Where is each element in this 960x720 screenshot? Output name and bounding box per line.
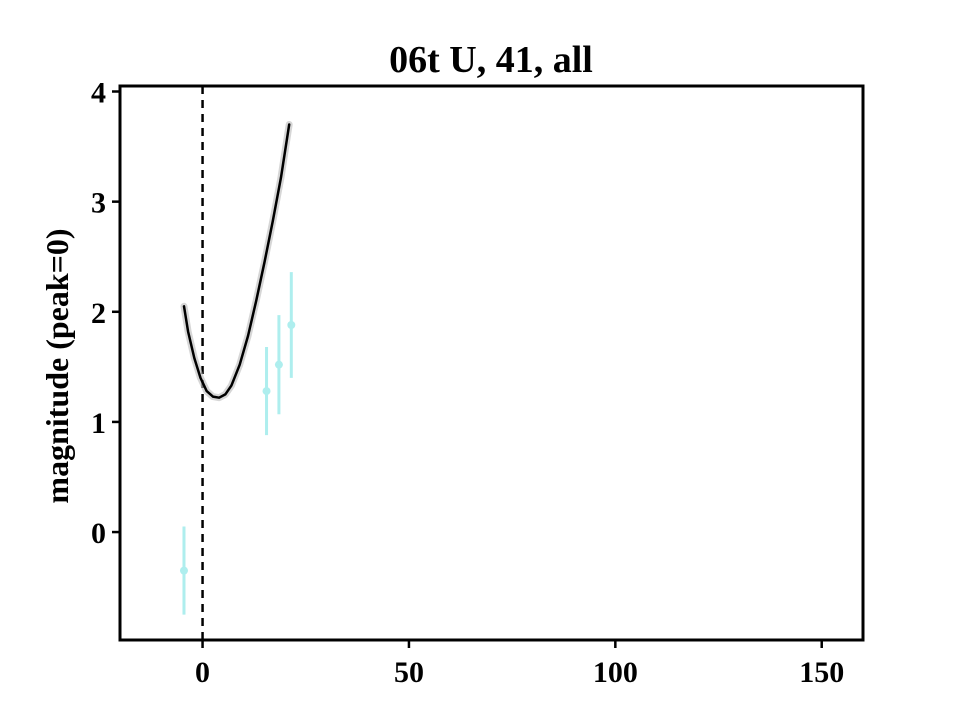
x-tick-label: 100 bbox=[593, 656, 638, 689]
x-tick-label: 150 bbox=[799, 656, 844, 689]
y-tick-label: 2 bbox=[91, 297, 106, 330]
y-tick-label: 1 bbox=[91, 407, 106, 440]
x-tick-label: 50 bbox=[394, 656, 424, 689]
y-tick-label: 4 bbox=[91, 77, 106, 110]
y-tick-label: 0 bbox=[91, 517, 106, 550]
data-point bbox=[287, 321, 296, 330]
model-uncertainty-band bbox=[180, 121, 293, 402]
y-tick-label: 3 bbox=[91, 187, 106, 220]
data-point bbox=[262, 387, 271, 396]
plot-frame bbox=[118, 84, 865, 642]
data-point bbox=[179, 566, 188, 575]
chart-title: 06t U, 41, all bbox=[389, 39, 593, 81]
y-axis-label: magnitude (peak=0) bbox=[39, 228, 75, 503]
x-tick-label: 0 bbox=[195, 656, 210, 689]
data-point bbox=[274, 360, 283, 369]
model-curve bbox=[182, 123, 291, 399]
